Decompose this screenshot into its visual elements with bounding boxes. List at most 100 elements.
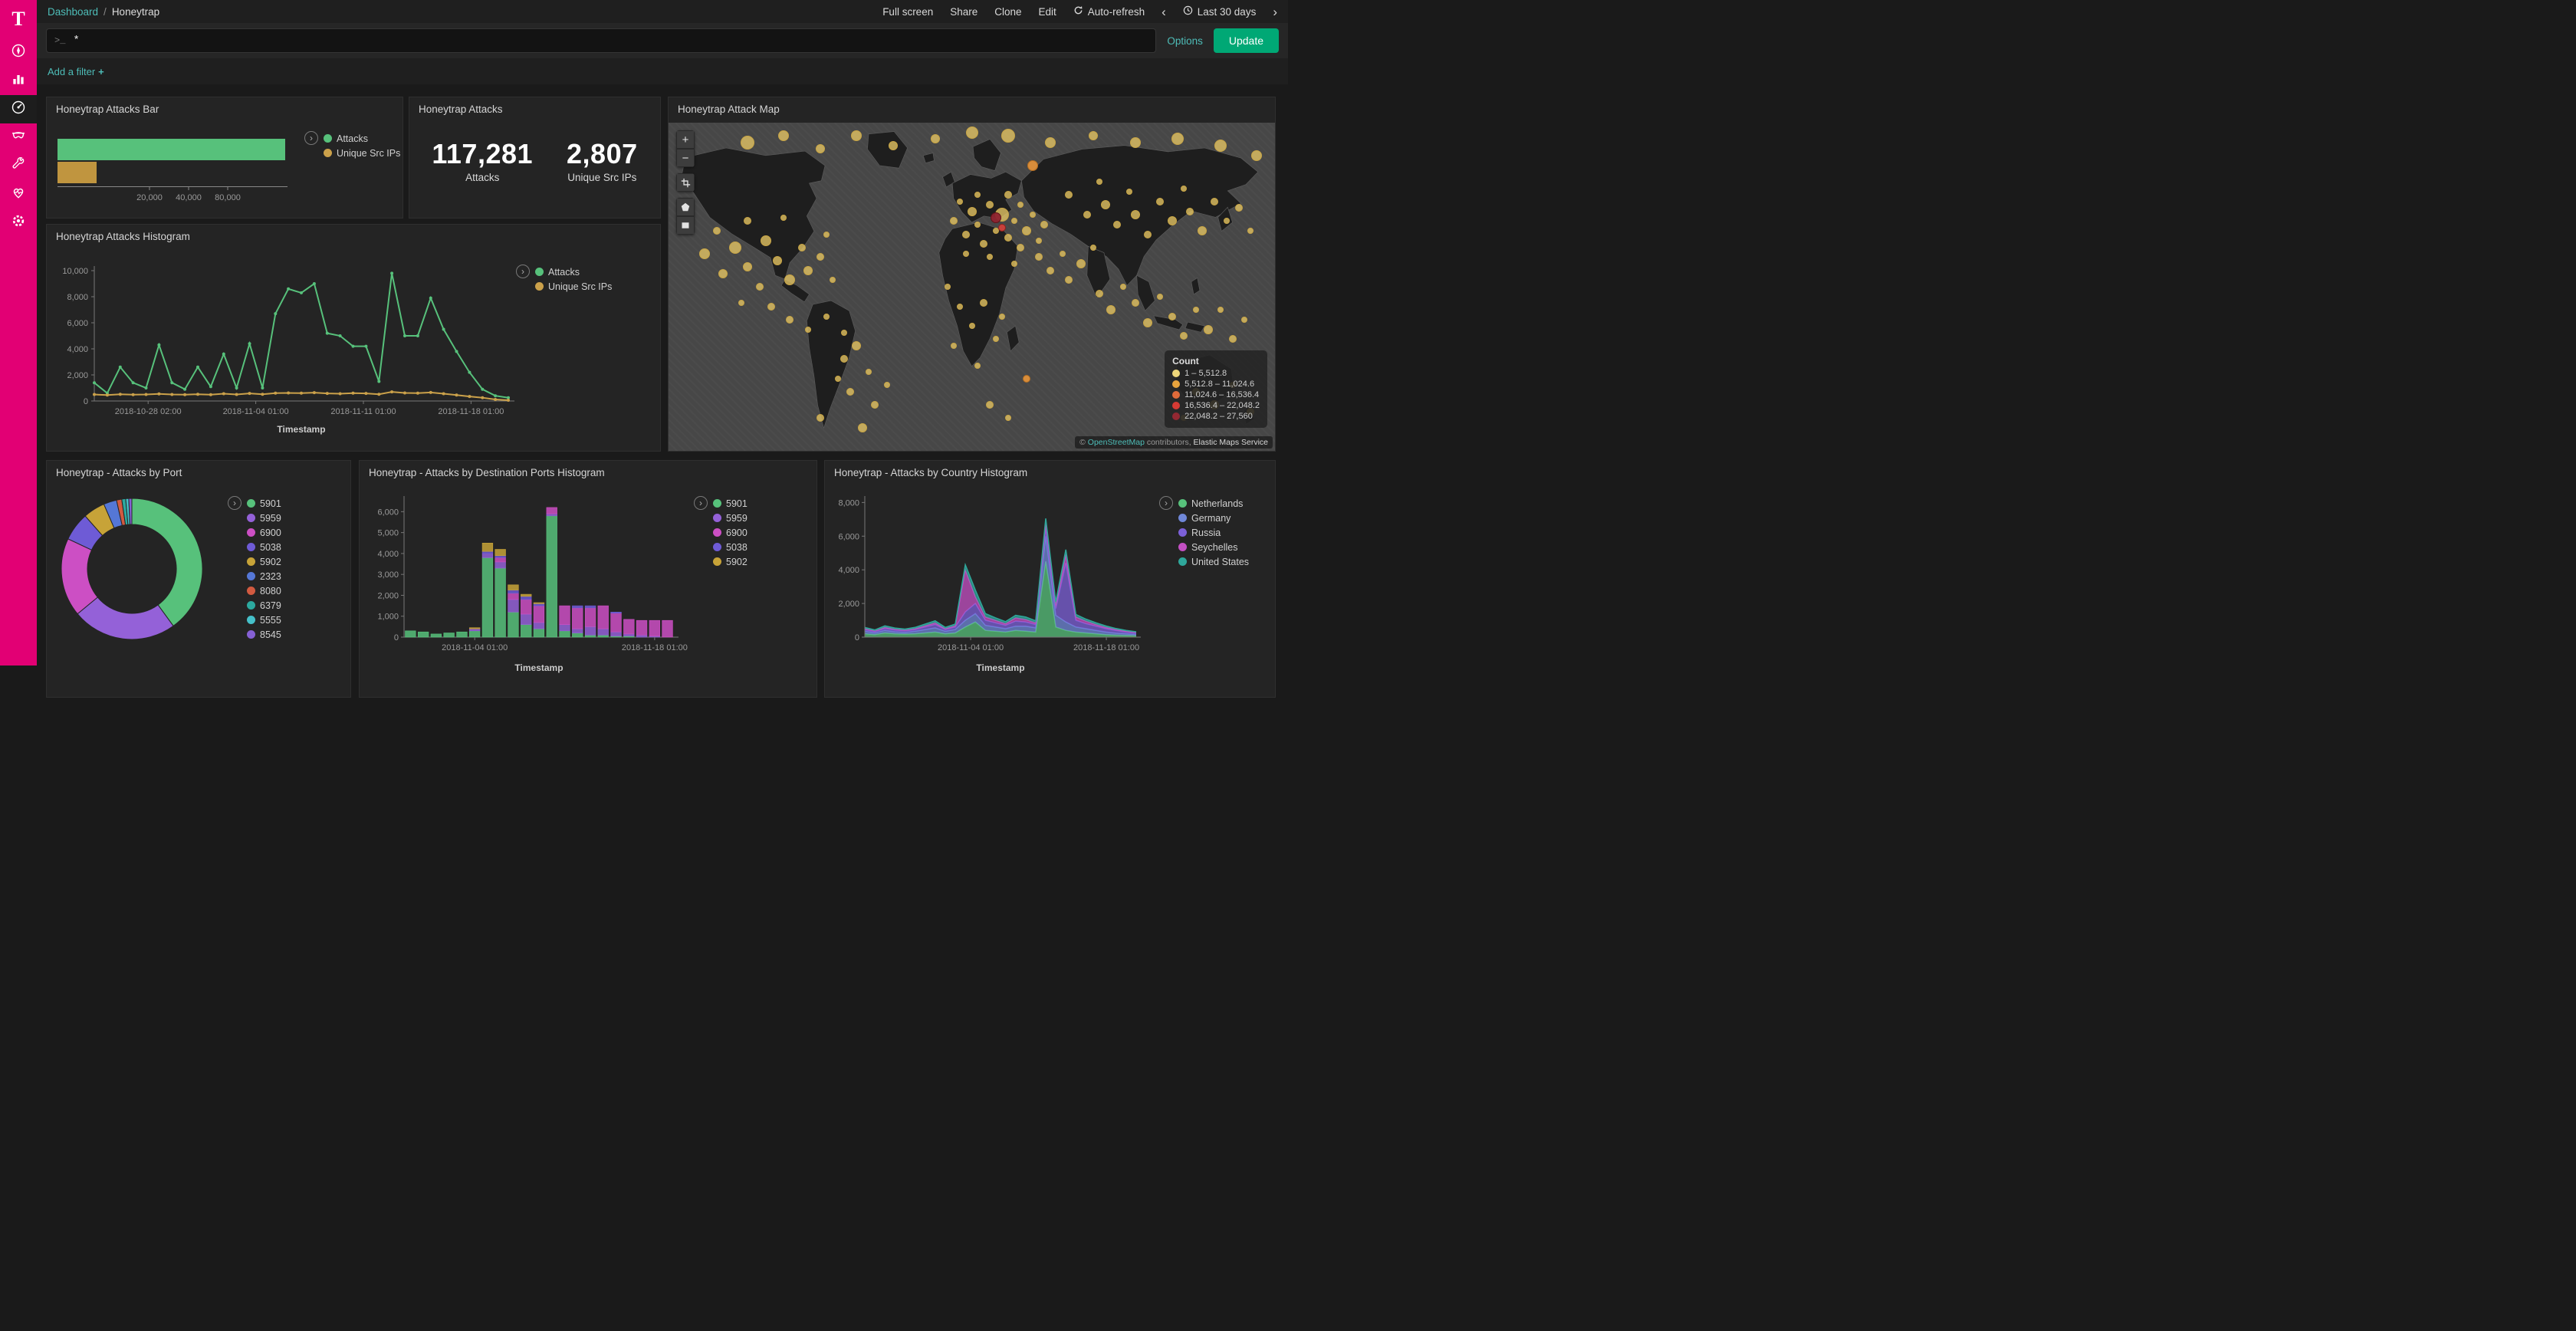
attack-bubble[interactable]: [760, 235, 771, 247]
attack-bubble[interactable]: [1126, 188, 1133, 195]
legend-item[interactable]: 2323: [247, 571, 281, 582]
attack-bubble[interactable]: [956, 198, 963, 205]
attack-bubble[interactable]: [1010, 218, 1017, 225]
attack-bubble[interactable]: [804, 326, 811, 333]
sidebar-item-visualize[interactable]: [0, 67, 37, 95]
attack-bubble[interactable]: [1217, 306, 1224, 313]
attack-bubble[interactable]: [965, 126, 978, 139]
attack-bubble[interactable]: [986, 201, 994, 209]
attack-bubble[interactable]: [1106, 304, 1116, 314]
full-screen-button[interactable]: Full screen: [882, 5, 934, 18]
attack-bubble[interactable]: [1001, 129, 1015, 143]
attack-bubble[interactable]: [1065, 276, 1073, 284]
attack-bubble[interactable]: [1088, 131, 1098, 141]
attack-bubble[interactable]: [1155, 197, 1164, 205]
legend-toggle[interactable]: ›: [694, 496, 708, 510]
attack-bubble[interactable]: [1004, 415, 1011, 422]
attack-bubble[interactable]: [1203, 324, 1213, 334]
attack-bubble[interactable]: [1034, 253, 1043, 261]
attack-bubble[interactable]: [841, 329, 848, 336]
attack-bubble[interactable]: [993, 336, 1000, 343]
attack-bubble[interactable]: [823, 313, 830, 320]
legend-item[interactable]: Unique Src IPs: [535, 281, 612, 292]
attack-bubble[interactable]: [1096, 179, 1102, 186]
legend-item[interactable]: 5902: [247, 557, 281, 567]
time-forward-button[interactable]: ›: [1273, 4, 1277, 19]
attack-bubble[interactable]: [803, 265, 813, 275]
attack-bubble[interactable]: [1021, 226, 1031, 236]
attack-bubble[interactable]: [1060, 251, 1066, 258]
legend-item[interactable]: 6900: [247, 527, 281, 538]
attack-bubble[interactable]: [846, 387, 855, 396]
attack-bubble[interactable]: [713, 227, 721, 235]
attack-bubble[interactable]: [993, 228, 1000, 235]
attack-bubble[interactable]: [743, 217, 751, 225]
legend-toggle[interactable]: ›: [516, 265, 530, 278]
attack-bubble[interactable]: [1113, 220, 1122, 228]
legend-item[interactable]: 5555: [247, 615, 281, 626]
legend-item[interactable]: Germany: [1178, 513, 1249, 524]
attack-bubble[interactable]: [1143, 230, 1152, 238]
map-zoom-out-button[interactable]: −: [676, 149, 695, 167]
attack-bubble[interactable]: [1100, 200, 1110, 209]
attack-bubble[interactable]: [1017, 202, 1024, 208]
attack-bubble[interactable]: [1251, 150, 1263, 161]
sidebar-item-dashboard[interactable]: [0, 95, 37, 123]
attack-bubble[interactable]: [1040, 220, 1049, 228]
attack-bubble[interactable]: [1120, 284, 1127, 290]
attack-bubble[interactable]: [773, 255, 783, 265]
attack-bubble[interactable]: [1142, 318, 1152, 328]
breadcrumb-dashboard-link[interactable]: Dashboard: [48, 5, 99, 18]
add-filter-link[interactable]: Add a filter +: [48, 65, 104, 77]
edit-button[interactable]: Edit: [1038, 5, 1056, 18]
attack-bubble[interactable]: [784, 274, 796, 286]
attack-bubble[interactable]: [986, 401, 994, 409]
attack-bubble[interactable]: [883, 382, 890, 389]
attack-bubble[interactable]: [1065, 191, 1073, 199]
attack-bubble[interactable]: [998, 223, 1007, 232]
attack-bubble[interactable]: [962, 251, 969, 258]
attack-bubble[interactable]: [931, 134, 941, 144]
world-map[interactable]: + − Count 1 – 5,512.8 5,512.8 – 11,024.6 11…: [669, 123, 1275, 451]
legend-item[interactable]: 5038: [247, 542, 281, 553]
attack-bubble[interactable]: [829, 277, 836, 284]
attack-bubble[interactable]: [968, 323, 975, 330]
attack-bubble[interactable]: [1010, 261, 1017, 268]
legend-toggle[interactable]: ›: [1159, 496, 1173, 510]
legend-item[interactable]: Netherlands: [1178, 498, 1249, 509]
attack-bubble[interactable]: [870, 401, 879, 409]
legend-toggle[interactable]: ›: [304, 131, 318, 145]
time-range-button[interactable]: Last 30 days: [1183, 5, 1256, 18]
legend-item[interactable]: 8080: [247, 586, 281, 596]
attack-bubble[interactable]: [1167, 216, 1177, 226]
attack-bubble[interactable]: [858, 423, 868, 433]
attack-bubble[interactable]: [1004, 233, 1012, 242]
attack-bubble[interactable]: [1130, 136, 1142, 148]
attack-bubble[interactable]: [1132, 299, 1140, 307]
legend-item[interactable]: 5901: [713, 498, 748, 509]
attack-bubble[interactable]: [1214, 139, 1227, 152]
attack-bubble[interactable]: [1045, 136, 1056, 148]
time-back-button[interactable]: ‹: [1162, 4, 1166, 19]
attack-bubble[interactable]: [718, 268, 728, 278]
auto-refresh-button[interactable]: Auto-refresh: [1073, 5, 1145, 18]
attack-bubble[interactable]: [755, 283, 764, 291]
attack-bubble[interactable]: [738, 300, 744, 307]
attack-bubble[interactable]: [974, 221, 981, 228]
legend-item[interactable]: 5902: [713, 557, 748, 567]
attack-bubble[interactable]: [1029, 211, 1036, 218]
sidebar-item-alerting[interactable]: [0, 123, 37, 152]
attack-bubble[interactable]: [980, 240, 988, 248]
attack-bubble[interactable]: [1171, 133, 1184, 146]
attack-bubble[interactable]: [1027, 159, 1038, 171]
sidebar-item-management[interactable]: [0, 209, 37, 237]
attack-bubble[interactable]: [1083, 210, 1091, 219]
legend-item[interactable]: Seychelles: [1178, 542, 1249, 553]
map-polygon-tool-button[interactable]: [676, 198, 695, 216]
legend-item[interactable]: 5901: [247, 498, 281, 509]
attack-bubble[interactable]: [1234, 204, 1243, 212]
attack-bubble[interactable]: [815, 144, 825, 154]
attack-bubble[interactable]: [949, 217, 958, 225]
attack-bubble[interactable]: [974, 362, 981, 369]
attack-bubble[interactable]: [999, 313, 1006, 320]
